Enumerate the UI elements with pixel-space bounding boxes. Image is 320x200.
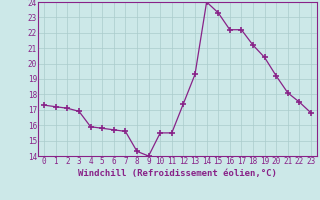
X-axis label: Windchill (Refroidissement éolien,°C): Windchill (Refroidissement éolien,°C): [78, 169, 277, 178]
